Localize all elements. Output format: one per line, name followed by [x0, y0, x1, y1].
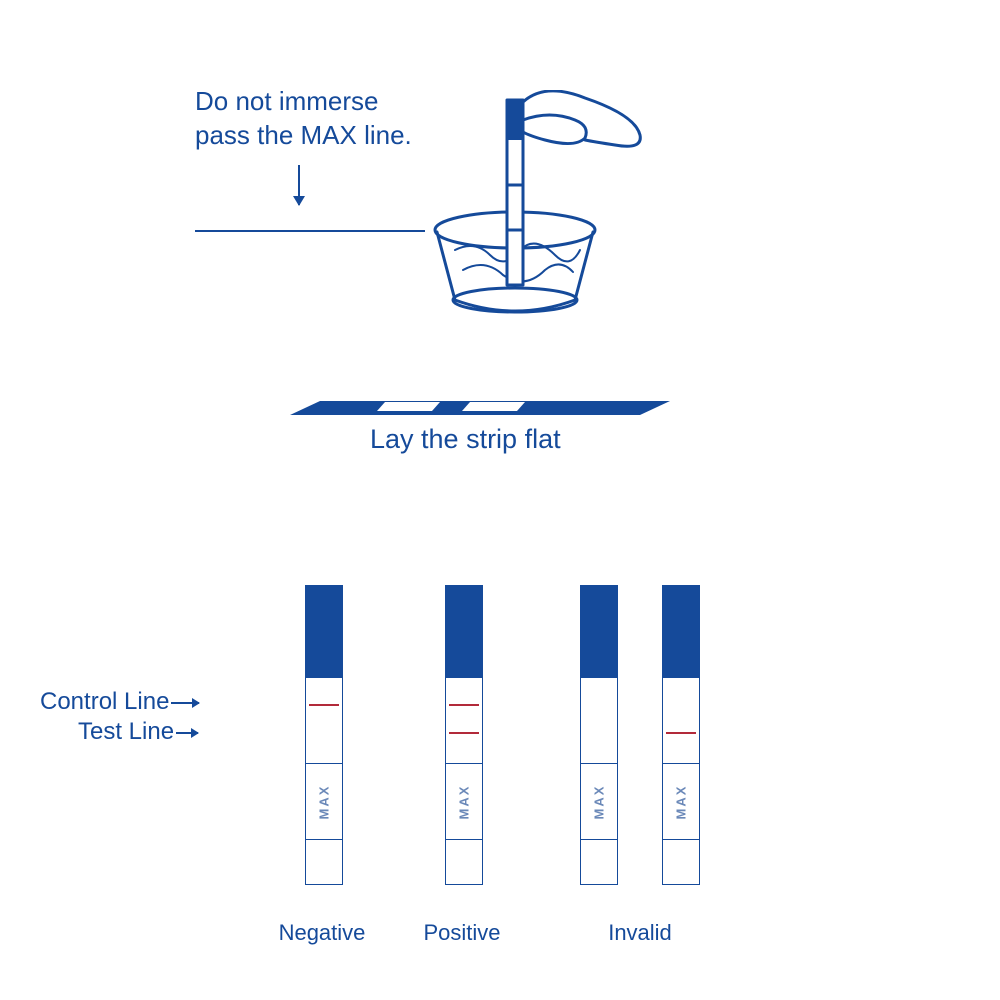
down-arrow-icon — [298, 165, 300, 205]
max-zone: MAX — [663, 764, 699, 840]
strip-cap — [306, 586, 342, 678]
max-text: MAX — [592, 784, 607, 819]
instruction-line2: pass the MAX line. — [195, 120, 412, 150]
result-strip: MAX — [662, 585, 700, 885]
legend-control-text: Control Line — [40, 688, 169, 715]
arrow-right-icon — [176, 732, 198, 734]
flat-label: Lay the strip flat — [370, 422, 561, 457]
result-zone — [581, 678, 617, 764]
result-label: Negative — [262, 920, 382, 946]
result-zone — [446, 678, 482, 764]
strip-cap — [663, 586, 699, 678]
result-zone — [306, 678, 342, 764]
max-text: MAX — [674, 784, 689, 819]
result-strip: MAX — [305, 585, 343, 885]
strip-cap — [446, 586, 482, 678]
max-text: MAX — [457, 784, 472, 819]
flat-strip-illustration — [290, 397, 670, 417]
max-zone: MAX — [306, 764, 342, 840]
result-strip: MAX — [580, 585, 618, 885]
result-label: Invalid — [580, 920, 700, 946]
arrow-right-icon — [171, 702, 199, 704]
max-zone: MAX — [446, 764, 482, 840]
control-line-mark — [309, 704, 339, 706]
legend-test-text: Test Line — [78, 718, 174, 745]
test-line-mark — [666, 732, 696, 734]
result-strip: MAX — [445, 585, 483, 885]
max-zone: MAX — [581, 764, 617, 840]
instruction-line1: Do not immerse — [195, 86, 379, 116]
legend-test: Test Line — [78, 718, 198, 746]
max-text: MAX — [317, 784, 332, 819]
test-line-mark — [449, 732, 479, 734]
result-zone — [663, 678, 699, 764]
legend-control: Control Line — [40, 688, 199, 716]
control-line-mark — [449, 704, 479, 706]
result-label: Positive — [402, 920, 522, 946]
dip-illustration — [385, 90, 685, 330]
strip-cap — [581, 586, 617, 678]
instruction-text: Do not immerse pass the MAX line. — [195, 85, 412, 153]
